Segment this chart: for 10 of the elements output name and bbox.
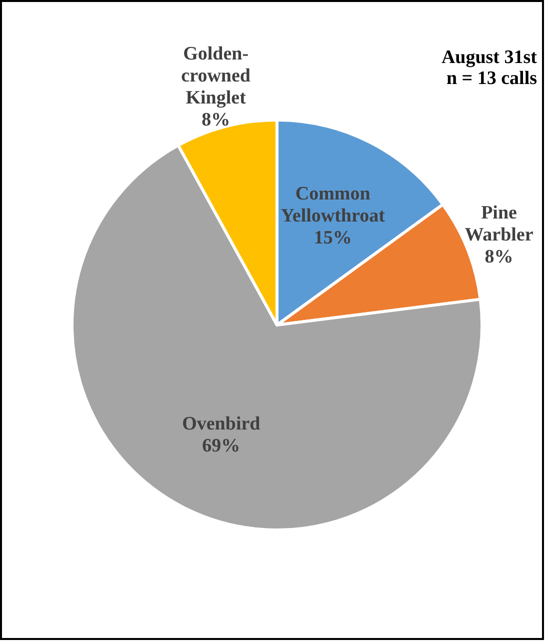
data-label: 15% — [314, 227, 352, 248]
data-label: 8% — [484, 246, 514, 268]
chart-title: August 31st — [441, 47, 538, 68]
slice-label: Golden-crowned Kinglet — [181, 44, 251, 109]
slice-label: Pine Warbler — [464, 202, 534, 246]
text: n = 13 calls — [446, 68, 537, 89]
slice-label: Ovenbird — [182, 414, 261, 435]
slice-label: Common Yellowthroat — [280, 183, 386, 226]
data-label: 69% — [202, 436, 240, 457]
data-label: 8% — [202, 110, 230, 131]
